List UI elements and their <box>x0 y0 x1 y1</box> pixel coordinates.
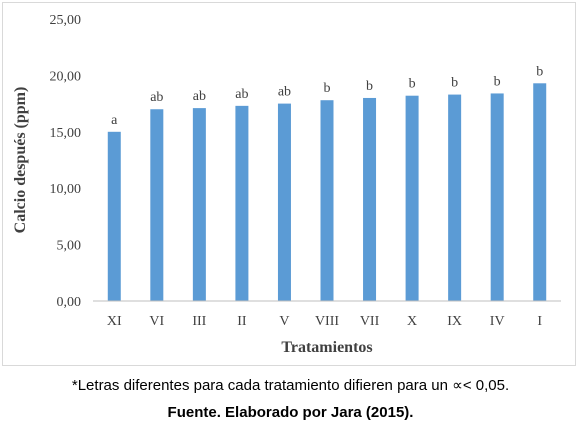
x-tick-label: VII <box>360 314 380 329</box>
x-tick-label: I <box>537 314 542 329</box>
x-tick-label: XI <box>107 314 122 329</box>
x-tick-label: IX <box>447 314 462 329</box>
significance-label: ab <box>278 85 291 100</box>
y-tick-label: 0,00 <box>57 295 82 310</box>
significance-label: b <box>451 76 458 91</box>
x-tick-label: IV <box>490 314 505 329</box>
bar <box>277 103 291 301</box>
y-axis-title: Calcio después (ppm) <box>12 87 29 234</box>
y-axis-ticks: 0,00 5,00 10,00 15,00 20,00 25,00 <box>50 13 82 310</box>
significance-label: a <box>111 113 118 128</box>
bar <box>363 97 377 302</box>
y-tick-label: 10,00 <box>50 182 82 197</box>
x-tick-label: V <box>279 314 289 329</box>
bar <box>448 94 462 302</box>
significance-label: b <box>324 81 331 96</box>
footnote: *Letras diferentes para cada tratamiento… <box>71 377 510 394</box>
bar <box>405 95 419 301</box>
bars <box>107 83 547 302</box>
significance-label: ab <box>193 89 206 104</box>
significance-labels: a ab ab ab ab b b b b b b <box>111 64 543 128</box>
x-tick-label: VI <box>149 314 164 329</box>
x-tick-label: III <box>192 314 206 329</box>
bar <box>490 93 504 301</box>
x-tick-label: X <box>407 314 417 329</box>
x-axis-ticks: XI VI III II V VIII VII X IX IV I <box>107 314 543 329</box>
significance-label: ab <box>235 87 248 102</box>
bar <box>192 108 206 301</box>
bar <box>235 105 249 301</box>
significance-label: ab <box>150 90 163 105</box>
source-note: Fuente. Elaborado por Jara (2015). <box>167 404 414 421</box>
chart-frame: 0,00 5,00 10,00 15,00 20,00 25,00 XI VI III II V V… <box>2 2 576 366</box>
bar <box>533 83 547 302</box>
y-tick-label: 5,00 <box>57 239 82 254</box>
x-tick-label: VIII <box>315 314 339 329</box>
bar <box>107 131 121 301</box>
y-tick-label: 25,00 <box>50 13 82 28</box>
bar <box>150 109 164 302</box>
y-tick-label: 20,00 <box>50 69 82 84</box>
significance-label: b <box>536 64 543 79</box>
significance-label: b <box>366 79 373 94</box>
significance-label: b <box>409 77 416 92</box>
bar <box>320 100 334 301</box>
y-tick-label: 15,00 <box>50 126 82 141</box>
x-tick-label: II <box>237 314 247 329</box>
significance-label: b <box>494 74 501 89</box>
x-axis-title: Tratamientos <box>281 339 372 356</box>
